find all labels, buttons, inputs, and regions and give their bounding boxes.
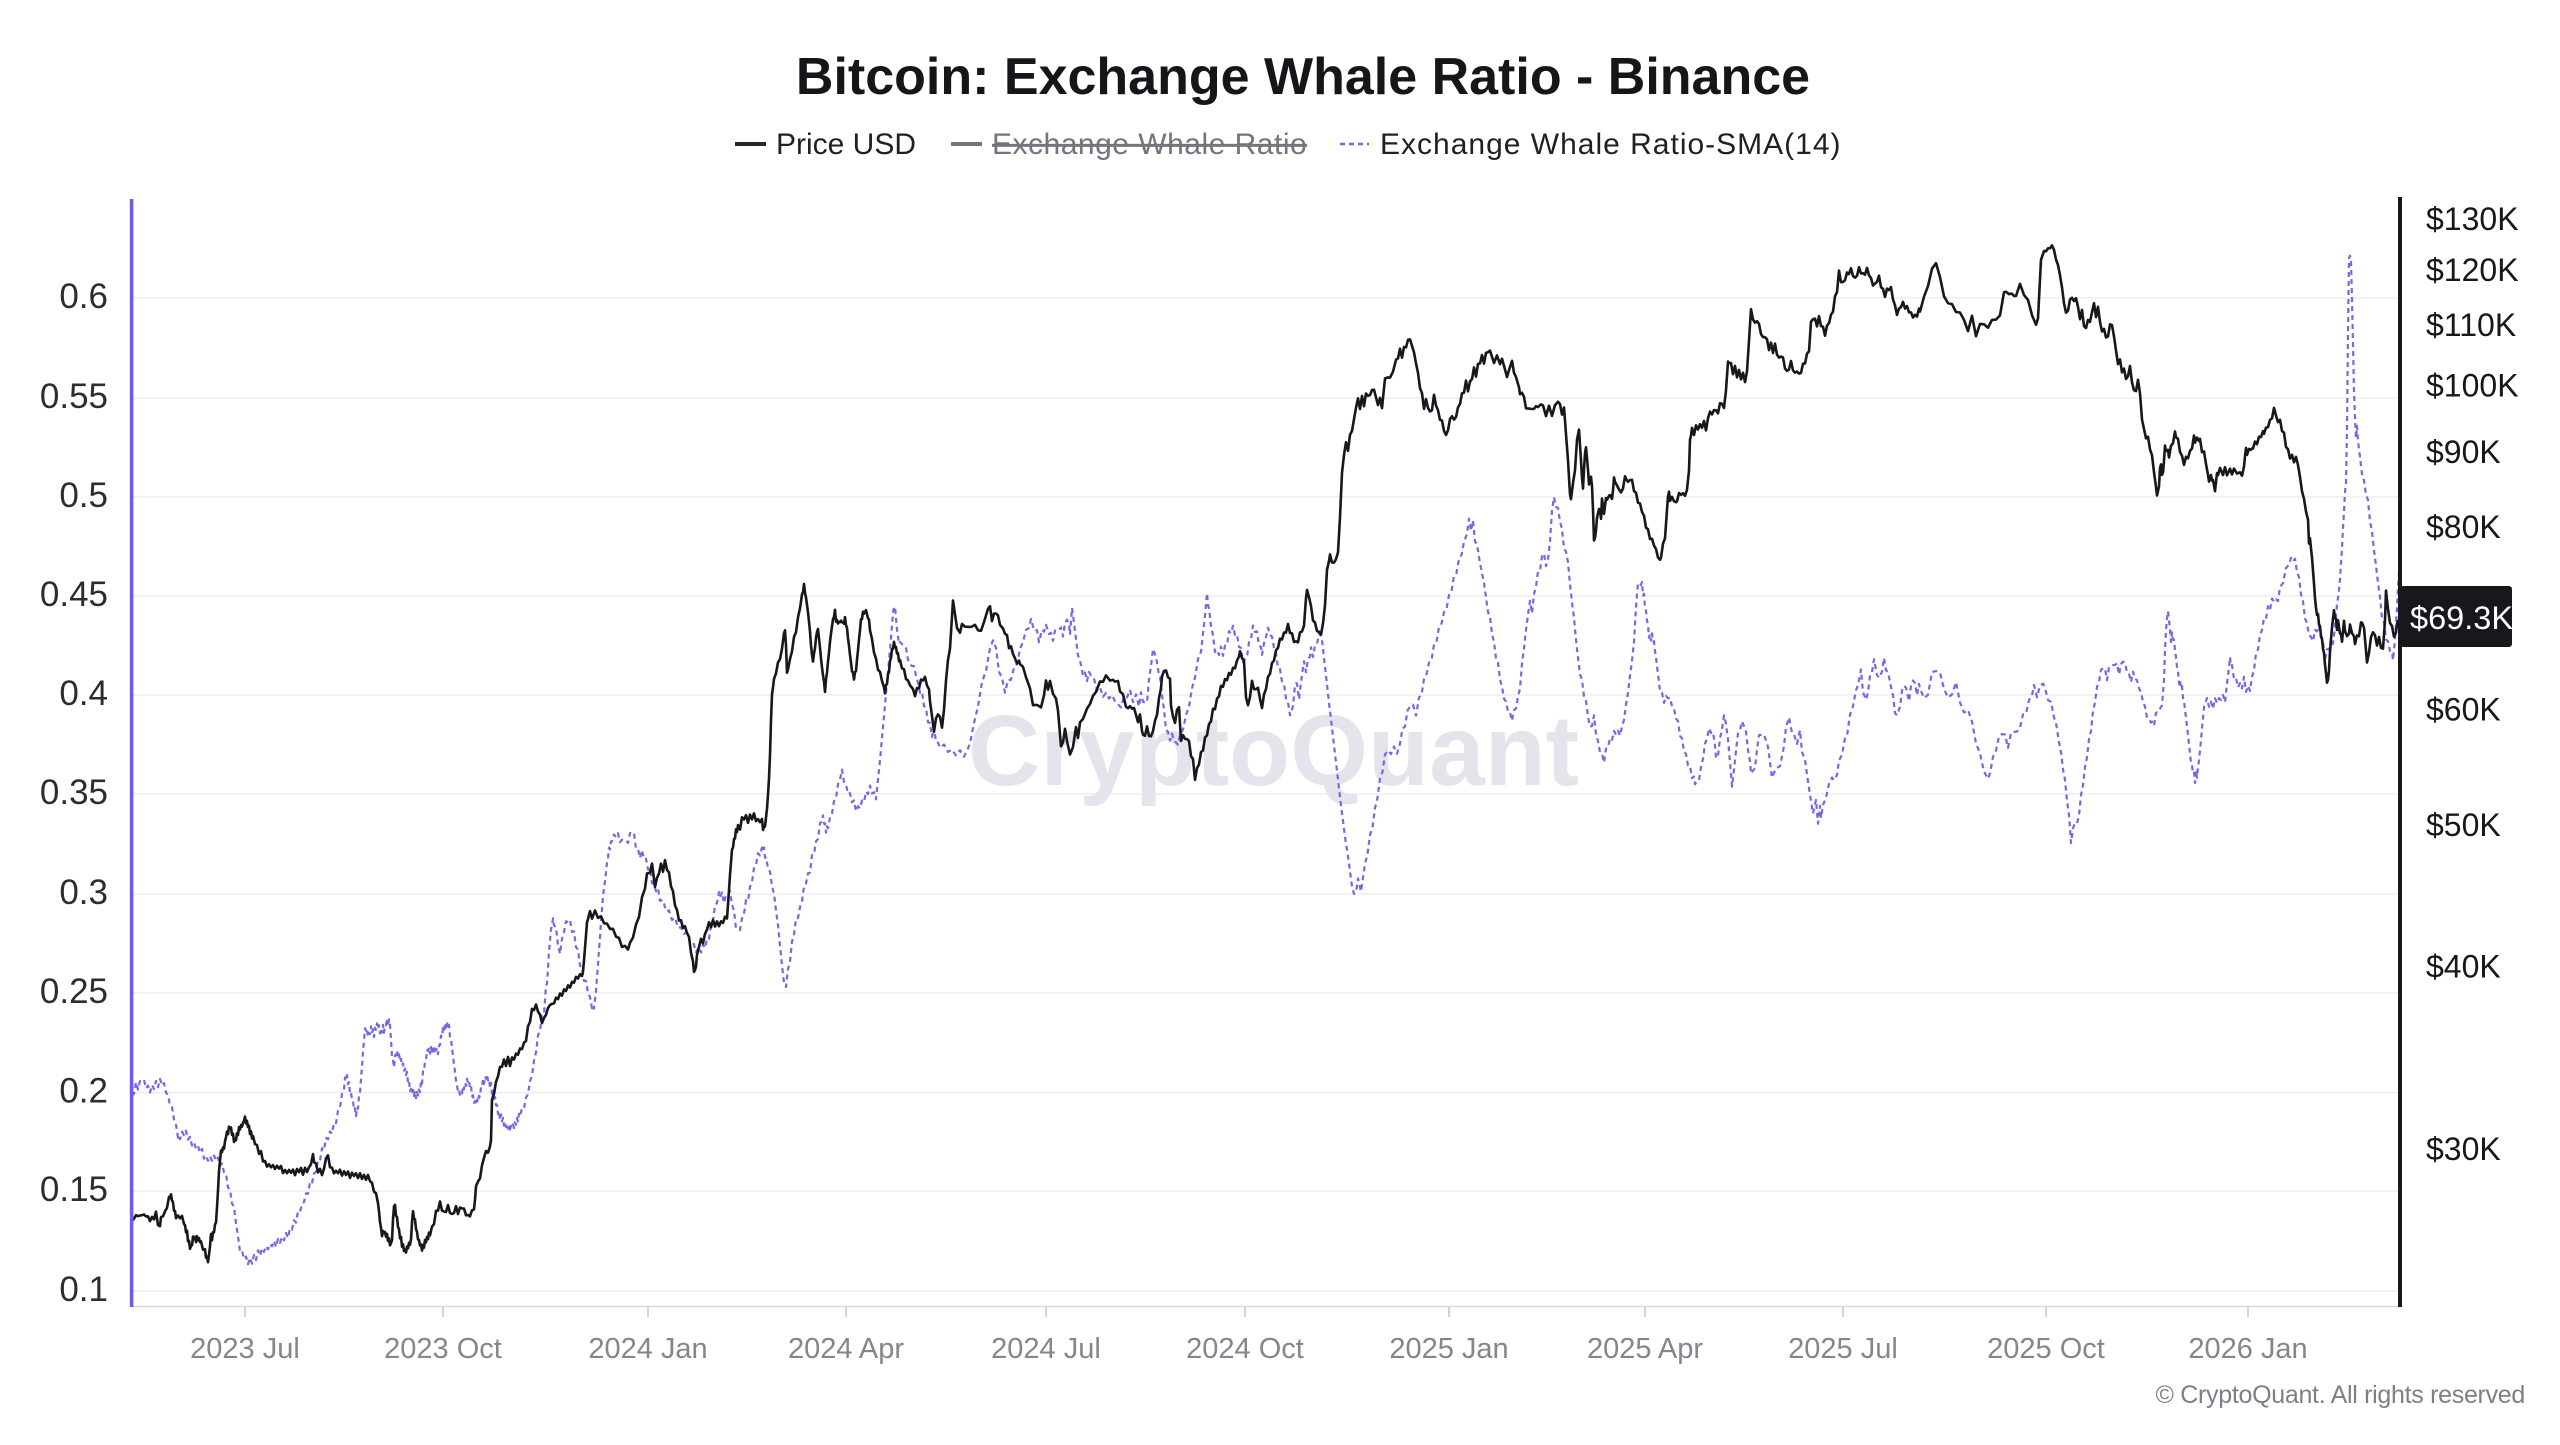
svg-text:0.25: 0.25 xyxy=(40,972,108,1011)
svg-text:2023 Jul: 2023 Jul xyxy=(190,1333,300,1365)
svg-text:0.45: 0.45 xyxy=(40,575,108,614)
svg-text:0.5: 0.5 xyxy=(59,476,108,515)
svg-text:2024 Oct: 2024 Oct xyxy=(1186,1333,1304,1365)
svg-text:0.4: 0.4 xyxy=(59,674,108,713)
svg-text:$60K: $60K xyxy=(2426,691,2501,727)
svg-text:$69.3K: $69.3K xyxy=(2410,600,2513,636)
svg-text:2026 Jan: 2026 Jan xyxy=(2188,1333,2307,1365)
svg-text:$130K: $130K xyxy=(2426,201,2519,237)
svg-text:2024 Jan: 2024 Jan xyxy=(588,1333,707,1365)
svg-text:0.3: 0.3 xyxy=(59,873,108,912)
svg-text:$80K: $80K xyxy=(2426,509,2501,545)
svg-text:CryptoQuant: CryptoQuant xyxy=(968,695,1579,807)
svg-text:0.2: 0.2 xyxy=(59,1072,108,1111)
svg-text:2023 Oct: 2023 Oct xyxy=(384,1333,502,1365)
svg-text:0.1: 0.1 xyxy=(59,1270,108,1309)
svg-text:2025 Jan: 2025 Jan xyxy=(1389,1333,1508,1365)
svg-text:0.35: 0.35 xyxy=(40,773,108,812)
svg-text:2025 Apr: 2025 Apr xyxy=(1587,1333,1703,1365)
svg-text:0.6: 0.6 xyxy=(59,277,108,316)
svg-text:$100K: $100K xyxy=(2426,367,2519,403)
svg-text:$120K: $120K xyxy=(2426,252,2519,288)
svg-text:Price USD: Price USD xyxy=(776,128,916,161)
svg-text:2025 Oct: 2025 Oct xyxy=(1987,1333,2105,1365)
svg-text:Exchange Whale Ratio: Exchange Whale Ratio xyxy=(992,128,1307,161)
svg-text:2025 Jul: 2025 Jul xyxy=(1788,1333,1898,1365)
svg-text:Bitcoin: Exchange Whale Ratio: Bitcoin: Exchange Whale Ratio - Binance xyxy=(796,48,1810,106)
svg-text:$90K: $90K xyxy=(2426,434,2501,470)
svg-text:$110K: $110K xyxy=(2426,307,2516,343)
svg-text:$30K: $30K xyxy=(2426,1131,2501,1167)
svg-text:2024 Apr: 2024 Apr xyxy=(788,1333,904,1365)
svg-text:© CryptoQuant. All rights rese: © CryptoQuant. All rights reserved xyxy=(2156,1381,2526,1409)
svg-text:0.55: 0.55 xyxy=(40,377,108,416)
svg-text:0.15: 0.15 xyxy=(40,1170,108,1209)
svg-text:Exchange Whale Ratio-SMA(14): Exchange Whale Ratio-SMA(14) xyxy=(1380,128,1842,161)
svg-text:2024 Jul: 2024 Jul xyxy=(991,1333,1101,1365)
svg-text:$40K: $40K xyxy=(2426,948,2501,984)
svg-text:$50K: $50K xyxy=(2426,807,2501,843)
